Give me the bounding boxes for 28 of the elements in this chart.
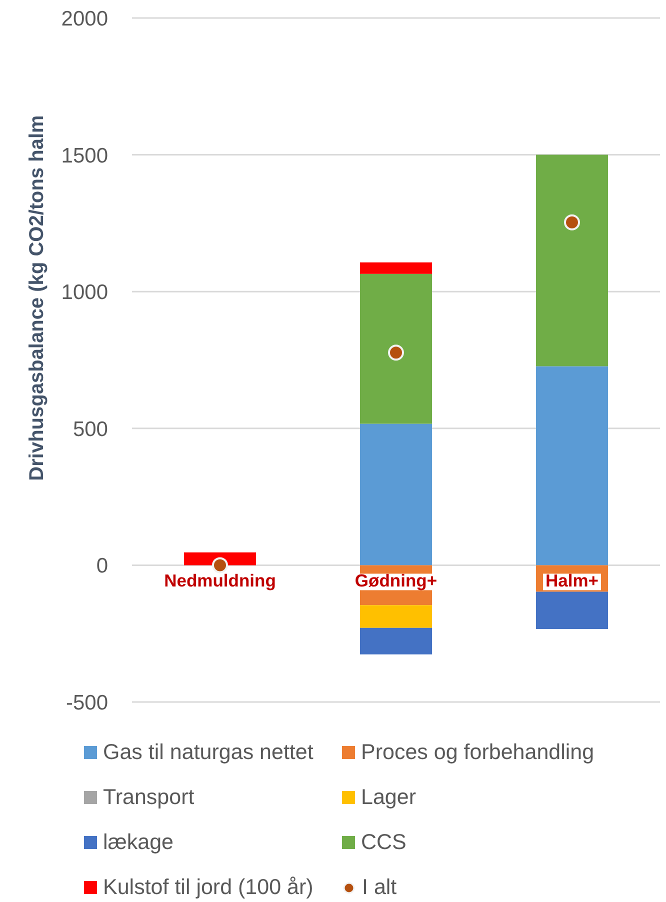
legend-label: Kulstof til jord (100 år): [103, 875, 314, 900]
bar: [360, 274, 432, 424]
legend-label: CCS: [361, 830, 406, 855]
legend-label: lækage: [103, 830, 174, 855]
point: [388, 344, 404, 361]
y-tick-label: 1500: [61, 144, 108, 168]
y-tick-label: 0: [96, 554, 108, 578]
legend-label: Proces og forbehandling: [361, 740, 594, 765]
y-tick-label: -500: [66, 691, 108, 714]
bar: [360, 628, 432, 654]
legend-label: I alt: [362, 875, 397, 900]
y-tick-label: 1000: [61, 281, 108, 304]
y-tick-label: 2000: [61, 7, 108, 30]
bar: [536, 154, 608, 366]
legend-label: Gas til naturgas nettet: [103, 740, 314, 765]
y-tick-label: 500: [72, 418, 108, 441]
bar: [360, 262, 432, 274]
x-tick-label: Gødning+: [354, 570, 438, 591]
bar: [360, 424, 432, 566]
point: [564, 214, 580, 230]
legend-label: Transport: [103, 785, 194, 810]
bar: [360, 605, 432, 628]
bar: [536, 366, 608, 566]
x-tick-label: Halm+: [545, 570, 599, 591]
x-tick-label: Nedmuldning: [164, 570, 276, 591]
y-axis-title: Drivhusgasbalance (kg CO2/tons halm: [26, 115, 48, 481]
legend-label: Lager: [361, 785, 416, 810]
point: [212, 557, 228, 574]
